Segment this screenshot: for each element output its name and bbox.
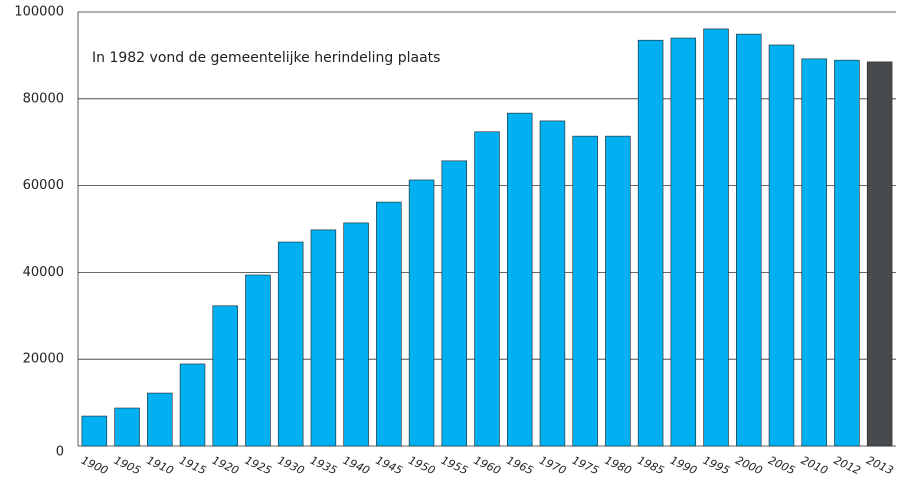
y-tick-label: 20000 xyxy=(23,352,64,367)
x-tick-label: 1930 xyxy=(275,454,306,478)
bar xyxy=(670,37,697,447)
x-tick-label: 1975 xyxy=(570,454,601,478)
x-tick-label: 1915 xyxy=(177,454,208,478)
x-tick-label: 1940 xyxy=(341,454,372,478)
x-tick-label: 1970 xyxy=(537,454,568,478)
x-tick-label: 1950 xyxy=(406,454,437,478)
x-tick-label: 1985 xyxy=(635,454,666,478)
x-tick-label: 1945 xyxy=(374,454,405,478)
y-tick-label: 60000 xyxy=(23,178,64,193)
x-tick-label: 1935 xyxy=(308,454,339,478)
y-tick-label: 80000 xyxy=(23,91,64,106)
annotation: In 1982 vond de gemeentelijke herindelin… xyxy=(92,50,440,66)
bar xyxy=(834,59,860,447)
bar xyxy=(343,222,369,447)
bar xyxy=(539,120,566,447)
bar xyxy=(277,241,304,447)
bar xyxy=(245,274,271,447)
bar xyxy=(179,363,206,447)
x-tick-label: 2010 xyxy=(799,454,830,478)
x-tick-label: 1955 xyxy=(439,454,470,478)
bar xyxy=(506,112,533,447)
bar xyxy=(147,392,173,447)
x-tick-label: 1995 xyxy=(701,454,732,478)
x-tick-label: 1900 xyxy=(79,454,110,478)
bar xyxy=(212,305,238,447)
bar xyxy=(474,131,500,447)
bar xyxy=(441,160,468,447)
x-tick-label: 2013 xyxy=(864,454,895,478)
bar xyxy=(572,135,598,447)
x-tick-label: 1925 xyxy=(243,454,274,478)
x-tick-label: 1965 xyxy=(504,454,535,478)
x-tick-label: 1905 xyxy=(112,454,143,478)
bar xyxy=(81,415,108,447)
bar xyxy=(408,179,435,447)
x-tick-label: 1910 xyxy=(145,454,176,478)
x-tick-label: 2000 xyxy=(734,454,765,478)
bar xyxy=(637,39,664,447)
y-tick-label: 0 xyxy=(56,445,64,460)
bar xyxy=(768,44,795,447)
x-tick-label: 2005 xyxy=(766,454,797,478)
bar xyxy=(605,135,631,447)
bar xyxy=(310,229,337,447)
x-tick-label: 1920 xyxy=(210,454,241,478)
x-tick-label: 1960 xyxy=(472,454,503,478)
bar xyxy=(376,201,402,447)
bar xyxy=(866,61,893,447)
bar xyxy=(736,33,762,447)
y-tick-label: 40000 xyxy=(23,265,64,280)
x-tick-label: 2012 xyxy=(832,454,863,478)
y-tick-label: 100000 xyxy=(14,5,64,20)
x-tick-label: 1990 xyxy=(668,454,699,478)
bar xyxy=(801,58,827,447)
bar xyxy=(114,407,140,447)
bar xyxy=(703,28,729,447)
x-tick-label: 1980 xyxy=(603,454,634,478)
